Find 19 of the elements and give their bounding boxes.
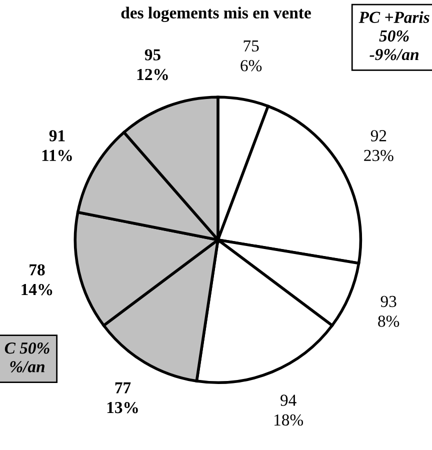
chart-title: des logements mis en vente xyxy=(121,6,311,22)
slice-label: 95 xyxy=(144,49,160,60)
slice-label: 91 xyxy=(49,130,65,142)
slice-label: 93 xyxy=(380,296,396,308)
data-label: 14% xyxy=(22,284,52,296)
data-label: 12% xyxy=(137,68,168,80)
data-label: 6% xyxy=(240,60,262,72)
data-label: 23% xyxy=(364,150,394,162)
data-label: 13% xyxy=(107,402,138,414)
slice-label: 77 xyxy=(115,382,131,394)
data-label: 8% xyxy=(378,316,400,327)
slice-label: 75 xyxy=(244,40,259,52)
slice-label: 92 xyxy=(370,130,386,142)
data-label: 18% xyxy=(274,414,304,426)
text: PC +Paris 50% -9%/an xyxy=(358,11,430,60)
slice-label: 94 xyxy=(280,394,296,406)
data-label: 11% xyxy=(42,150,72,162)
text: C 50% %/an xyxy=(4,342,50,372)
slice-label: 78 xyxy=(30,264,45,276)
